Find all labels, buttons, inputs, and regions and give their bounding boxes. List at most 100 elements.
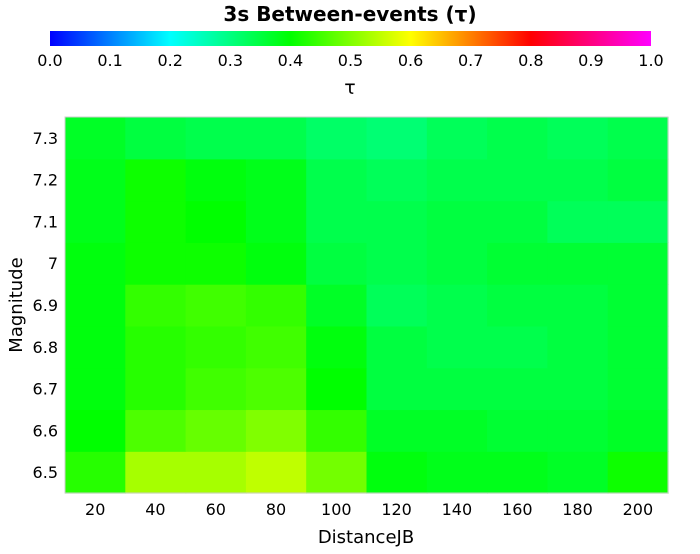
heatmap-cell [487, 284, 548, 327]
heatmap-cell [487, 158, 548, 202]
heatmap-cell [306, 117, 368, 160]
plot-frame [64, 116, 669, 494]
heatmap-cell [547, 451, 609, 494]
colorbar-tick-label: 0.2 [157, 51, 182, 70]
heatmap-cell [426, 284, 488, 327]
heatmap-cell [607, 117, 669, 160]
colorbar-tick-label: 0.1 [97, 51, 122, 70]
heatmap-cell [547, 284, 609, 327]
heatmap-cell [185, 325, 247, 369]
heatmap-cell [306, 158, 368, 202]
heatmap-cell [306, 325, 368, 369]
heatmap-cell [125, 158, 187, 202]
heatmap-cell [65, 367, 126, 411]
heatmap-cell [426, 200, 488, 243]
heatmap-cell [607, 325, 669, 369]
heatmap-cell [547, 158, 609, 202]
heatmap-cell [306, 200, 368, 243]
heatmap-cells [65, 117, 669, 494]
y-tick-label: 7.2 [33, 171, 58, 190]
heatmap-cell [65, 451, 126, 494]
heatmap-cell [607, 367, 669, 411]
heatmap-cell [607, 284, 669, 327]
heatmap-cell [487, 367, 548, 411]
y-tick-label: 6.8 [33, 338, 58, 357]
y-tick-label: 7.1 [33, 212, 58, 231]
heatmap-cell [306, 409, 368, 452]
colorbar-tick-label: 0.9 [578, 51, 603, 70]
y-tick-label: 6.7 [33, 380, 58, 399]
heatmap-cell [547, 367, 609, 411]
x-tick-label: 200 [623, 500, 654, 519]
colorbar-ticks: 0.0 0.1 0.2 0.3 0.4 0.5 0.6 0.7 0.8 0.9 1.0 [37, 51, 663, 70]
heatmap-cell [185, 158, 247, 202]
heatmap-cell [125, 117, 187, 160]
heatmap-cell [426, 242, 488, 285]
heatmap-cell [366, 242, 428, 285]
colorbar-tick-label: 0.5 [338, 51, 363, 70]
heatmap-cell [426, 367, 488, 411]
heatmap-cell [366, 284, 428, 327]
heatmap-cell [125, 451, 187, 494]
heatmap-cell [185, 200, 247, 243]
y-tick-label: 6.6 [33, 421, 58, 440]
colorbar-tick-label: 0.6 [398, 51, 423, 70]
x-axis-ticks: 20 40 60 80 100 120 140 160 180 200 [85, 500, 653, 519]
colorbar [50, 31, 651, 46]
colorbar-tick-label: 1.0 [638, 51, 663, 70]
colorbar-tick-label: 0.7 [458, 51, 483, 70]
heatmap-cell [185, 242, 247, 285]
heatmap-cell [245, 242, 307, 285]
y-tick-label: 7 [48, 254, 58, 273]
heatmap-cell [487, 117, 548, 160]
x-tick-label: 20 [85, 500, 105, 519]
heatmap-cell [125, 409, 187, 452]
heatmap-cell [487, 242, 548, 285]
x-tick-label: 60 [206, 500, 226, 519]
colorbar-tick-label: 0.8 [518, 51, 543, 70]
heatmap-cell [306, 242, 368, 285]
x-tick-label: 40 [145, 500, 165, 519]
colorbar-tick-label: 0.0 [37, 51, 62, 70]
x-tick-label: 80 [266, 500, 286, 519]
heatmap-cell [607, 242, 669, 285]
heatmap-cell [547, 242, 609, 285]
colorbar-label: τ [344, 77, 355, 99]
heatmap-cell [426, 325, 488, 369]
heatmap-cell [65, 409, 126, 452]
x-tick-label: 100 [321, 500, 352, 519]
heatmap-cell [306, 284, 368, 327]
heatmap-cell [426, 451, 488, 494]
colorbar-tick-label: 0.4 [278, 51, 303, 70]
heatmap-cell [245, 117, 307, 160]
x-tick-label: 180 [562, 500, 593, 519]
y-axis-label: Magnitude [6, 257, 27, 352]
heatmap-cell [125, 367, 187, 411]
y-tick-label: 7.3 [33, 129, 58, 148]
y-tick-label: 6.9 [33, 296, 58, 315]
heatmap-cell [185, 367, 247, 411]
x-tick-label: 140 [442, 500, 473, 519]
heatmap-cell [125, 284, 187, 327]
heatmap-cell [547, 200, 609, 243]
heatmap-cell [366, 158, 428, 202]
y-axis-ticks: 6.5 6.6 6.7 6.8 6.9 7 7.1 7.2 7.3 [33, 129, 58, 482]
heatmap-cell [245, 409, 307, 452]
heatmap-cell [65, 158, 126, 202]
heatmap-cell [245, 325, 307, 369]
heatmap-cell [607, 158, 669, 202]
heatmap-cell [306, 367, 368, 411]
chart-title: 3s Between-events (τ) [223, 2, 476, 26]
heatmap-cell [547, 117, 609, 160]
x-tick-label: 120 [381, 500, 412, 519]
heatmap-cell [65, 200, 126, 243]
heatmap-cell [125, 200, 187, 243]
heatmap-cell [366, 451, 428, 494]
heatmap-cell [185, 451, 247, 494]
heatmap-cell [607, 200, 669, 243]
heatmap-cell [366, 325, 428, 369]
heatmap-cell [125, 325, 187, 369]
heatmap-cell [426, 117, 488, 160]
x-tick-label: 160 [502, 500, 533, 519]
